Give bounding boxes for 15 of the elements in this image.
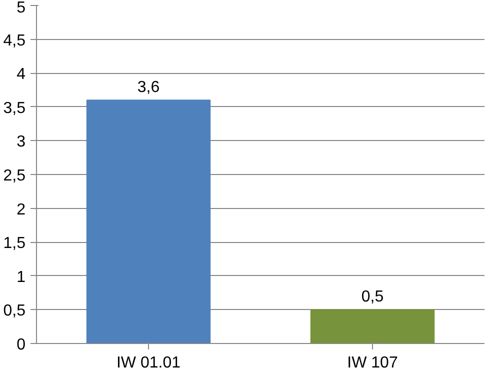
y-tick-label: 1,5	[3, 235, 26, 252]
y-tick-label: 2	[16, 201, 26, 218]
x-tick-label: IW 01.01	[116, 354, 181, 372]
y-tick-label: 3,5	[3, 100, 26, 117]
y-tick-label: 2,5	[3, 168, 26, 184]
y-tick-label: 3	[16, 134, 26, 151]
x-tick-label: IW 107	[347, 354, 398, 372]
y-tick-label: 0	[16, 336, 26, 354]
y-tick-label: 0,5	[3, 302, 26, 320]
data-label: 3,6	[137, 79, 160, 96]
y-tick-label: 1	[16, 268, 26, 286]
y-tick-label: 4,5	[3, 32, 26, 50]
y-tick-label: 4	[16, 66, 26, 84]
y-tick-label: 5	[16, 0, 26, 16]
data-label: 0,5	[361, 288, 384, 306]
